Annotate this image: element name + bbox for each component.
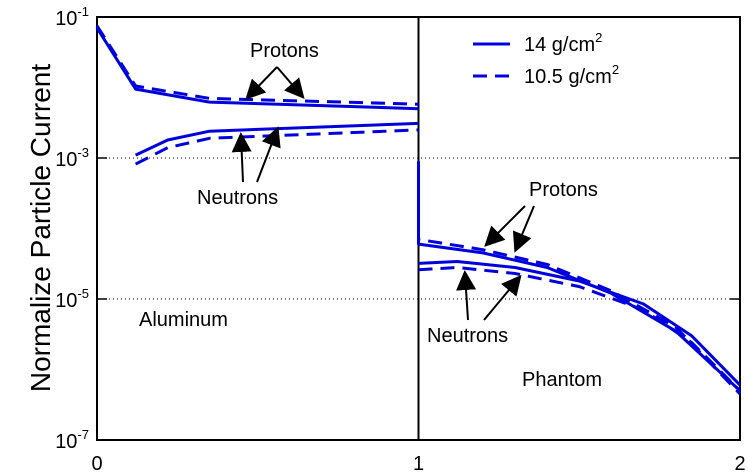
y-tick-label: 10-3 <box>55 145 89 171</box>
legend-label: 10.5 g/cm2 <box>524 62 619 88</box>
y-tick-label: 10-1 <box>55 4 89 30</box>
y-tick-mantissa: 10 <box>55 431 77 453</box>
annotation-arrow <box>484 205 526 247</box>
annotation-arrow <box>256 126 281 183</box>
series-line <box>134 128 419 166</box>
annotation-label: Protons <box>250 40 319 62</box>
annotation-label: Protons <box>529 179 598 201</box>
legend-label-text: 14 g/cm <box>524 34 595 56</box>
y-tick-mantissa: 10 <box>55 149 77 171</box>
y-tick-label: 10-5 <box>55 286 89 312</box>
annotation-arrow <box>512 205 535 253</box>
annotation-arrow <box>456 270 477 321</box>
annotation-arrow <box>276 66 305 100</box>
y-tick-exponent: -1 <box>77 4 89 19</box>
x-tick-label: 2 <box>734 453 745 474</box>
legend-label-superscript: 2 <box>612 62 619 77</box>
y-tick-exponent: -5 <box>77 286 89 301</box>
annotation-label: Neutrons <box>197 187 278 209</box>
series-line <box>417 161 742 395</box>
annotation-label: Aluminum <box>139 309 228 331</box>
y-tick-mantissa: 10 <box>55 8 77 30</box>
x-tick-label: 1 <box>413 453 424 474</box>
x-tick-label: 0 <box>91 453 102 474</box>
y-tick-label: 10-7 <box>55 427 89 453</box>
y-tick-mantissa: 10 <box>55 290 77 312</box>
series-line <box>134 121 419 157</box>
series-line <box>95 24 419 106</box>
annotation-label: Neutrons <box>427 325 508 347</box>
annotation-label: Phantom <box>522 369 602 391</box>
series-line <box>95 27 419 111</box>
y-tick-exponent: -3 <box>77 145 89 160</box>
legend-label-superscript: 2 <box>595 30 602 45</box>
annotation-arrow <box>483 274 522 321</box>
legend-label-text: 10.5 g/cm <box>524 66 612 88</box>
annotation-arrow <box>245 66 278 100</box>
y-tick-exponent: -7 <box>77 427 89 442</box>
annotation-arrow <box>231 132 252 183</box>
y-axis-label: Normalize Particle Current <box>25 64 56 393</box>
legend-label: 14 g/cm2 <box>524 30 602 56</box>
series-line <box>418 266 742 392</box>
series-line <box>418 260 742 387</box>
